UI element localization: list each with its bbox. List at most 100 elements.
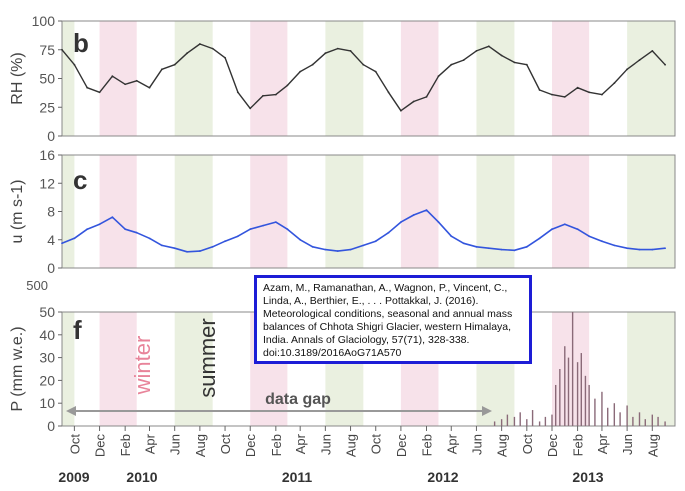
data-point	[198, 250, 201, 252]
data-point	[362, 63, 365, 66]
y-tick-label: 50	[39, 304, 55, 320]
winter-band	[400, 155, 439, 268]
data-point	[563, 96, 566, 98]
data-point	[173, 63, 176, 66]
x-tick-label: Jun	[168, 434, 183, 455]
data-point	[362, 244, 365, 247]
y-tick-label: 8	[47, 204, 55, 220]
data-point	[211, 47, 214, 50]
data-point	[626, 247, 629, 250]
data-point	[249, 107, 252, 110]
data-point	[262, 94, 264, 97]
data-point	[98, 91, 101, 94]
y-tick-label: 50	[39, 71, 55, 87]
summer-band	[174, 312, 213, 426]
data-point	[513, 249, 516, 252]
data-point	[576, 228, 579, 231]
x-axis-months: Oct Dec Feb Apr Jun Aug Oct Dec Feb Apr Jun Aug Oct D…	[67, 426, 660, 457]
citation-line: balances of Chhota Shigri Glacier, weste…	[263, 321, 512, 333]
citation-line: Meteorological conditions, seasonal and …	[263, 308, 513, 320]
data-point	[374, 240, 377, 243]
panel-letter: f	[73, 315, 82, 345]
data-point	[73, 63, 76, 66]
x-tick-label: Apr	[444, 433, 459, 454]
citation-line: Linda, A., Berthier, E., . . . Pottakkal…	[263, 295, 479, 307]
data-point	[286, 84, 289, 87]
winter-band	[551, 21, 590, 136]
data-point	[400, 221, 402, 223]
data-point	[626, 68, 629, 71]
winter-annotation: winter	[130, 336, 155, 396]
y-tick-label: 16	[39, 147, 55, 163]
y-tick-label: 0	[47, 128, 55, 144]
x-tick-label: Jun	[469, 434, 484, 455]
data-point	[173, 247, 176, 250]
y-tick-label: 12	[39, 175, 55, 191]
panel-letter: b	[73, 28, 89, 58]
data-point	[425, 209, 428, 211]
data-point	[475, 245, 478, 248]
y-tick-label: 75	[39, 42, 55, 58]
data-point	[186, 52, 188, 55]
data-point	[236, 235, 239, 238]
x-tick-label: Oct	[67, 434, 82, 455]
winter-band	[551, 155, 590, 268]
data-point	[224, 56, 226, 59]
x-tick-label: Oct	[218, 434, 233, 455]
data-point	[160, 68, 163, 71]
data-point	[61, 242, 63, 245]
data-point	[349, 248, 352, 251]
data-point	[664, 63, 666, 66]
summer-band	[476, 21, 515, 136]
x-tick-label: Aug	[645, 434, 660, 457]
data-point	[374, 70, 377, 73]
data-point	[249, 228, 252, 231]
summer-band	[476, 155, 515, 268]
arrow-head-right	[482, 406, 492, 416]
data-point	[311, 63, 314, 66]
x-tick-label: Aug	[495, 434, 510, 457]
data-point	[437, 221, 440, 223]
panel-f-precip: 0 10 20 30 40 50 P (mm w.e.) f winter summer data …	[9, 304, 676, 434]
data-point	[336, 250, 339, 252]
data-point	[487, 45, 490, 48]
data-point	[601, 240, 603, 243]
x-tick-label: Dec	[394, 434, 409, 458]
data-point	[638, 248, 641, 251]
y-axis-label: RH (%)	[9, 52, 26, 104]
summer-band	[174, 21, 213, 136]
x-axis-years: 2009 2010 2011 2012 2013	[58, 469, 603, 485]
data-point	[349, 50, 352, 52]
panel-c-wind: 0 4 8 12 16 u (m s-1) c	[9, 147, 676, 276]
y-tick-label: 100	[32, 13, 56, 29]
data-point	[111, 216, 114, 219]
y-axis-label: P (mm w.e.)	[9, 326, 26, 411]
data-point	[538, 89, 541, 91]
data-point	[563, 223, 566, 226]
x-tick-label: Feb	[269, 434, 284, 456]
summer-band	[627, 21, 675, 136]
data-point	[111, 75, 114, 78]
x-tick-label: Feb	[118, 434, 133, 456]
year-label: 2012	[427, 469, 458, 485]
x-tick-label: Jun	[620, 434, 635, 455]
data-point	[324, 52, 327, 55]
data-point	[588, 91, 591, 94]
data-point	[135, 231, 138, 234]
data-point	[274, 93, 277, 96]
data-point	[299, 238, 302, 241]
x-tick-label: Oct	[369, 434, 384, 455]
data-point	[513, 61, 516, 64]
data-point	[462, 242, 465, 245]
summer-band	[62, 21, 75, 136]
data-point	[664, 247, 666, 250]
data-point	[412, 100, 415, 103]
citation-line: Azam, M., Ramanathan, A., Wagnon, P., Vi…	[263, 282, 508, 294]
data-point	[525, 245, 528, 248]
x-tick-label: Aug	[344, 434, 359, 457]
data-point	[450, 63, 453, 66]
summer-band	[627, 312, 675, 426]
data-point	[387, 231, 390, 234]
y-tick-label: 30	[39, 350, 55, 366]
y-tick-label: 4	[47, 232, 55, 248]
